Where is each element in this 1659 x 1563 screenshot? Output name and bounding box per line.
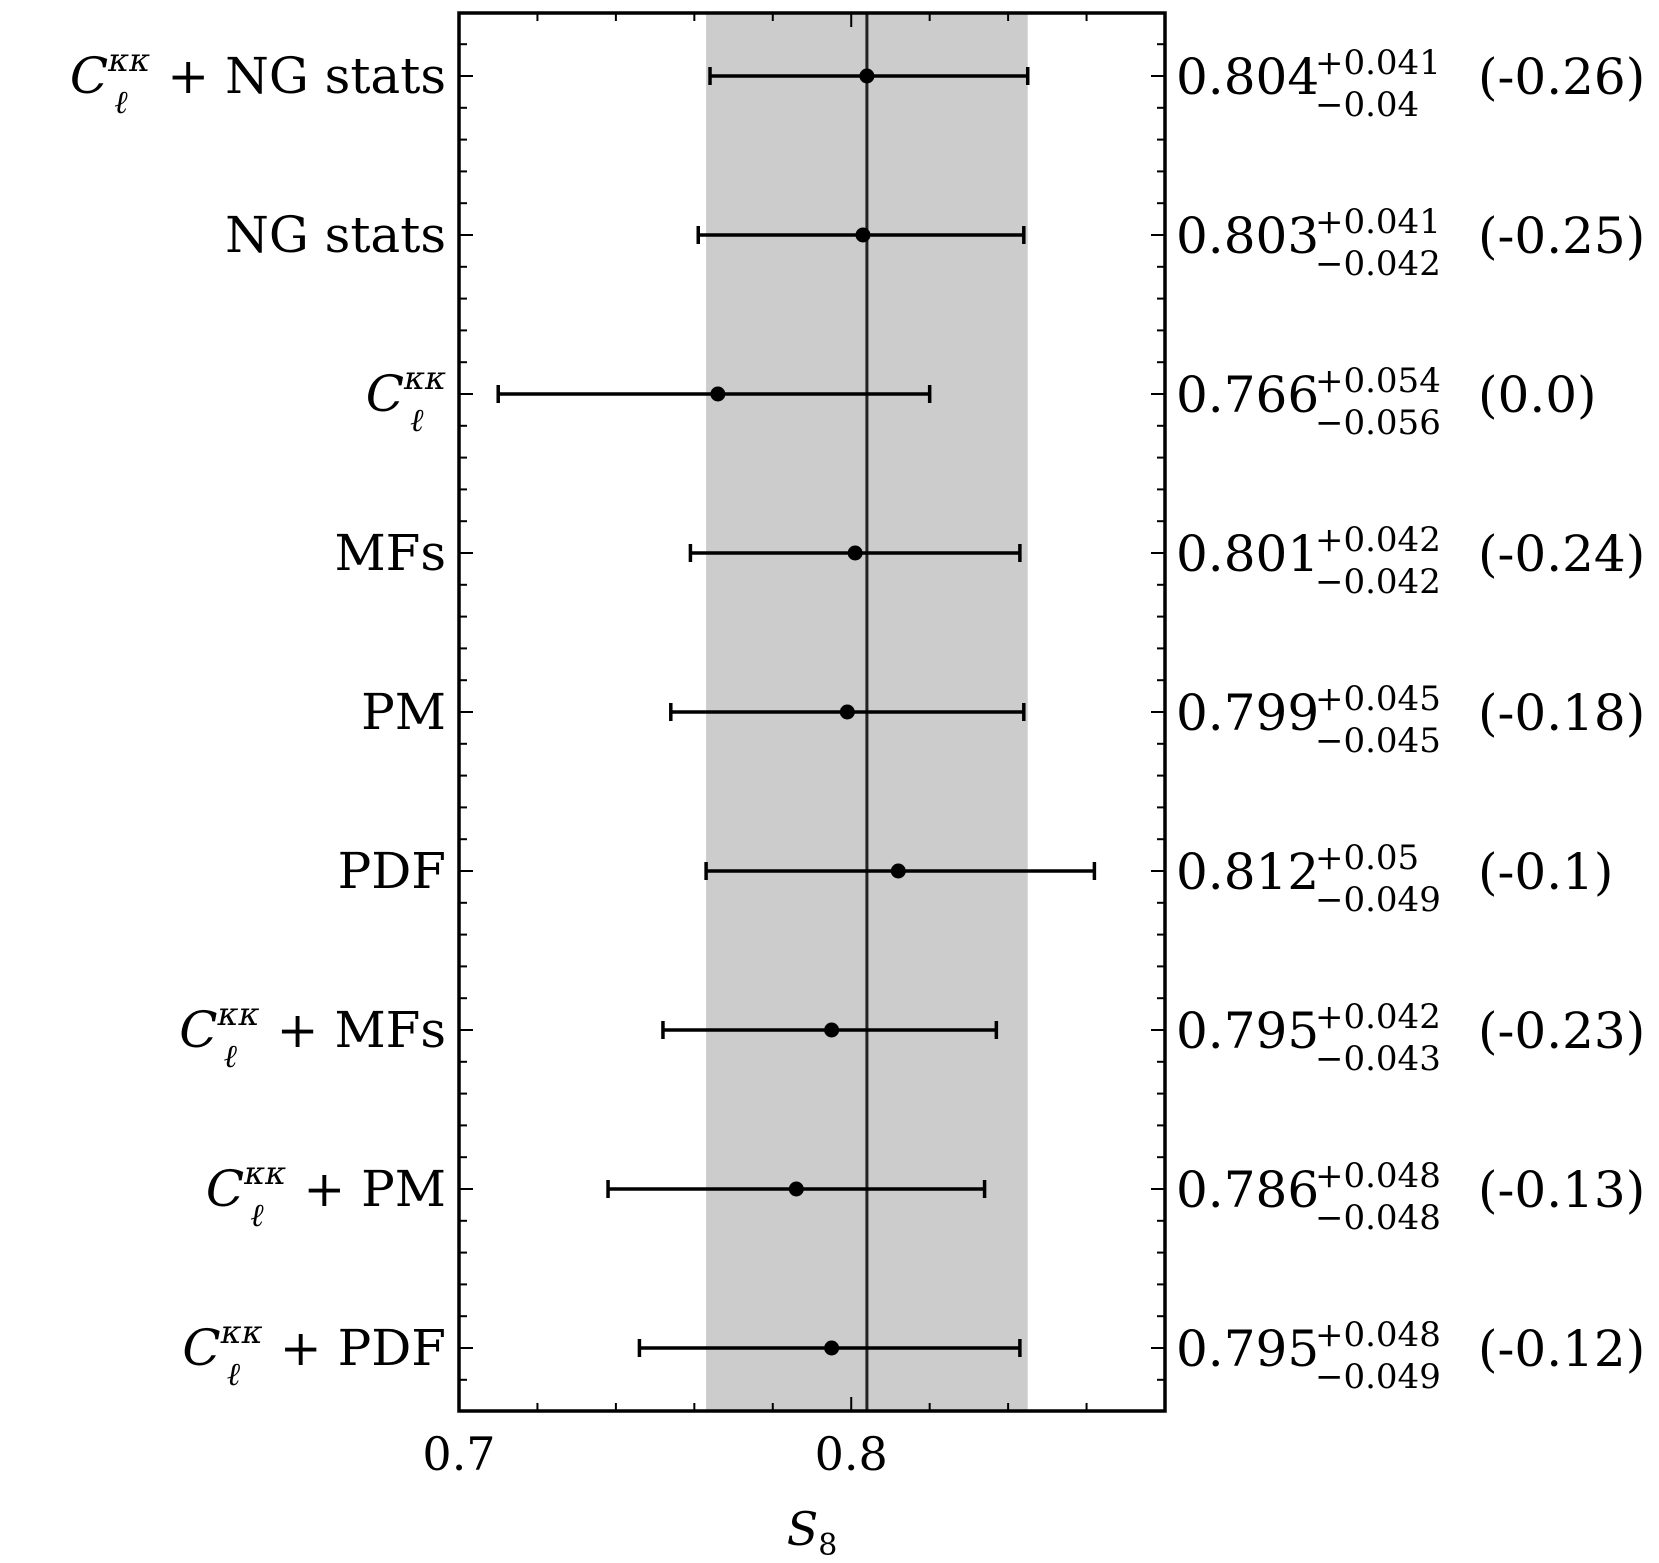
row-label-suffix: + PM: [287, 1160, 446, 1218]
row-value: 0.795: [1176, 1002, 1319, 1060]
x-axis-label: S8: [787, 1502, 838, 1563]
row-label: Cκκ ℓ + PDF: [182, 1313, 446, 1393]
row-value-main: 0.786: [1176, 1161, 1319, 1219]
cl-subscript: ℓ: [250, 1196, 264, 1234]
cl-symbol: C: [70, 47, 108, 105]
row-err-minus: −0.048: [1315, 1198, 1441, 1238]
row-value-main: 0.795: [1176, 1002, 1319, 1060]
cl-superscript: κκ: [403, 359, 446, 397]
row-err-minus: −0.04: [1315, 85, 1419, 125]
row-err-plus: +0.054: [1315, 361, 1441, 401]
row-value: 0.804: [1176, 48, 1319, 106]
row-err-plus: +0.041: [1315, 202, 1441, 242]
plot-frame: [457, 11, 1167, 1413]
cl-symbol: C: [366, 365, 404, 423]
row-label-text: MFs: [334, 524, 446, 582]
data-point: [710, 386, 726, 402]
row-shift: (-0.12): [1478, 1320, 1645, 1378]
row-value: 0.786: [1176, 1161, 1319, 1219]
row-value-main: 0.801: [1176, 525, 1319, 583]
row-label: Cκκ ℓ + NG stats: [70, 41, 446, 121]
row-label-text: NG stats: [225, 206, 446, 264]
row-err-minus: −0.042: [1315, 562, 1441, 602]
cl-subscript: ℓ: [227, 1355, 241, 1393]
row-shift: (-0.23): [1478, 1002, 1645, 1060]
row-err-plus: +0.048: [1315, 1315, 1441, 1355]
data-point: [824, 1022, 840, 1038]
data-point: [824, 1340, 840, 1356]
row-value-main: 0.799: [1176, 684, 1319, 742]
row-label: NG stats: [225, 206, 446, 264]
row-err-plus: +0.048: [1315, 1156, 1441, 1196]
row-value-main: 0.766: [1176, 366, 1319, 424]
row-label: Cκκ ℓ: [366, 359, 446, 439]
row-label: PM: [361, 683, 446, 741]
row-shift: (-0.18): [1478, 684, 1645, 742]
x-tick-label: 0.8: [815, 1427, 888, 1481]
row-value-main: 0.804: [1176, 48, 1319, 106]
row-label-text: PDF: [338, 842, 446, 900]
cl-subscript: ℓ: [410, 401, 424, 439]
row-value: 0.795: [1176, 1320, 1319, 1378]
row-value: 0.812: [1176, 843, 1319, 901]
row-value: 0.799: [1176, 684, 1319, 742]
cl-symbol: C: [206, 1160, 244, 1218]
error-bars-layer: [496, 67, 1097, 1357]
row-value: 0.801: [1176, 525, 1319, 583]
cl-superscript: κκ: [216, 995, 259, 1033]
cl-subscript: ℓ: [114, 83, 128, 121]
row-err-minus: −0.045: [1315, 721, 1441, 761]
row-shift: (-0.26): [1478, 48, 1645, 106]
row-err-minus: −0.043: [1315, 1039, 1441, 1079]
data-point: [847, 545, 863, 561]
axis-ticks-layer: [457, 11, 1167, 1413]
row-shift: (0.0): [1478, 366, 1597, 424]
row-label: Cκκ ℓ + MFs: [179, 995, 446, 1075]
row-value-main: 0.795: [1176, 1320, 1319, 1378]
row-value-main: 0.803: [1176, 207, 1319, 265]
cl-symbol: C: [179, 1001, 217, 1059]
row-err-plus: +0.045: [1315, 679, 1441, 719]
cl-superscript: κκ: [107, 41, 150, 79]
data-point: [890, 863, 906, 879]
row-shift: (-0.24): [1478, 525, 1645, 583]
row-shift: (-0.1): [1478, 843, 1613, 901]
row-label: Cκκ ℓ + PM: [206, 1154, 446, 1234]
row-shift: (-0.13): [1478, 1161, 1645, 1219]
cl-subscript: ℓ: [223, 1037, 237, 1075]
row-err-minus: −0.049: [1315, 1357, 1441, 1397]
row-err-minus: −0.056: [1315, 403, 1441, 443]
row-err-minus: −0.049: [1315, 880, 1441, 920]
x-axis-label-sub: 8: [818, 1528, 837, 1563]
row-err-plus: +0.042: [1315, 520, 1441, 560]
row-err-plus: +0.041: [1315, 43, 1441, 83]
row-label-text: PM: [361, 683, 446, 741]
row-label: PDF: [338, 842, 446, 900]
row-shift: (-0.25): [1478, 207, 1645, 265]
row-value: 0.766: [1176, 366, 1319, 424]
row-err-plus: +0.05: [1315, 838, 1419, 878]
row-label-suffix: + NG stats: [151, 47, 446, 105]
row-value-main: 0.812: [1176, 843, 1319, 901]
cl-symbol: C: [182, 1319, 220, 1377]
cl-superscript: κκ: [243, 1154, 286, 1192]
cl-superscript: κκ: [220, 1313, 263, 1351]
x-axis-label-main: S: [787, 1502, 819, 1556]
row-err-plus: +0.042: [1315, 997, 1441, 1037]
row-value: 0.803: [1176, 207, 1319, 265]
data-point: [839, 704, 855, 720]
x-tick-label: 0.7: [422, 1427, 495, 1481]
row-label: MFs: [334, 524, 446, 582]
row-label-suffix: + PDF: [264, 1319, 446, 1377]
data-point: [788, 1181, 804, 1197]
data-point: [859, 68, 875, 84]
row-label-suffix: + MFs: [261, 1001, 446, 1059]
row-err-minus: −0.042: [1315, 244, 1441, 284]
data-point: [855, 227, 871, 243]
